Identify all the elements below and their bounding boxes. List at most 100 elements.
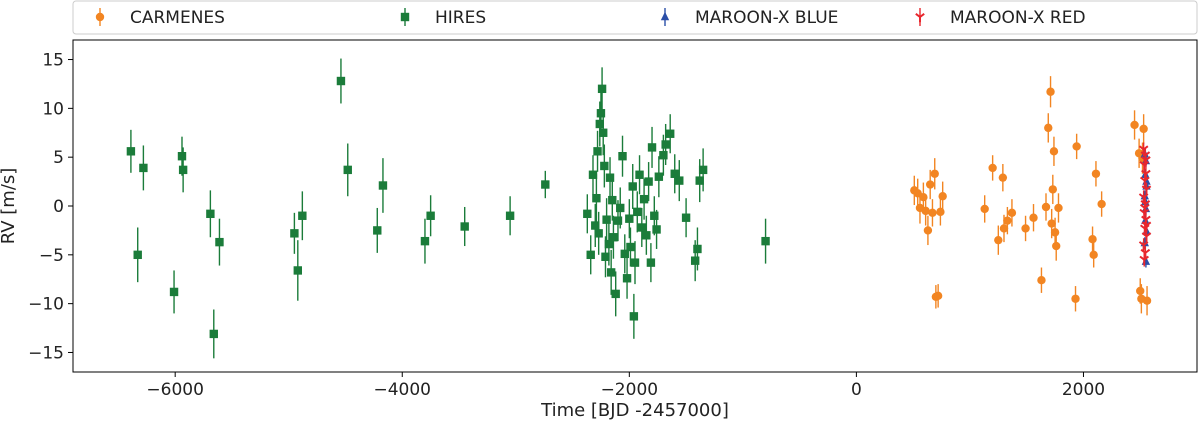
data-point-arm-right xyxy=(1145,232,1152,238)
data-point-arm-right xyxy=(1145,156,1151,161)
data-point xyxy=(646,258,656,267)
data-point xyxy=(1050,228,1060,237)
y-tick-label: 0 xyxy=(53,197,64,217)
data-point xyxy=(604,239,614,249)
data-point xyxy=(591,221,600,230)
data-point xyxy=(1139,203,1150,214)
data-point xyxy=(1052,241,1061,251)
data-point-arm-left xyxy=(1141,232,1148,238)
data-point xyxy=(1141,156,1151,166)
legend-marker xyxy=(95,12,105,22)
data-point xyxy=(1138,241,1149,251)
data-point xyxy=(938,192,947,201)
data-point xyxy=(659,151,668,160)
data-point xyxy=(178,165,188,175)
data-point xyxy=(1046,87,1055,96)
series-maroon-x-red xyxy=(1138,142,1152,267)
data-point xyxy=(298,211,307,220)
data-point xyxy=(988,163,997,173)
data-point xyxy=(695,176,704,185)
data-point-arm-left xyxy=(1139,160,1145,166)
data-point xyxy=(378,181,388,190)
data-point xyxy=(608,195,617,205)
data-point xyxy=(654,172,664,181)
data-point xyxy=(606,268,616,277)
y-tick-label: 15 xyxy=(42,51,64,71)
y-tick-label: −15 xyxy=(28,343,64,363)
data-point xyxy=(343,165,352,175)
data-point xyxy=(980,204,989,214)
data-point xyxy=(373,226,382,235)
data-point xyxy=(921,206,930,216)
data-point-arm-left xyxy=(1139,176,1146,182)
data-point xyxy=(1072,142,1081,151)
data-point-arm-left xyxy=(1138,145,1145,151)
data-point xyxy=(609,233,618,242)
data-point-arm-left xyxy=(1141,156,1147,161)
data-point xyxy=(1091,169,1101,178)
x-tick-label: 0 xyxy=(851,380,862,400)
x-axis-label: Time [BJD -2457000] xyxy=(540,400,729,421)
data-point xyxy=(928,208,937,218)
y-axis: −15 −10 −5 0 5 10 15 xyxy=(28,51,73,363)
plot-frame xyxy=(72,39,1198,373)
data-point xyxy=(593,147,602,156)
data-point xyxy=(923,226,933,235)
data-point xyxy=(1139,124,1148,134)
legend: CARMENES HIRES MAROON-X BLUE MAROON-X RED xyxy=(72,0,1198,35)
data-point xyxy=(647,143,657,152)
legend-marker-arm-right xyxy=(919,13,925,18)
data-point xyxy=(644,177,653,186)
data-point xyxy=(602,215,611,224)
data-point-arm-right xyxy=(1145,169,1151,175)
data-point xyxy=(1141,221,1152,231)
data-point xyxy=(652,225,661,234)
data-point xyxy=(1140,248,1151,259)
series-hires xyxy=(126,58,770,359)
data-point xyxy=(626,242,635,252)
legend-label: MAROON-X BLUE xyxy=(695,8,838,28)
y-tick-label: −10 xyxy=(28,295,64,315)
data-point xyxy=(930,169,939,178)
data-point xyxy=(1097,199,1106,209)
data-point xyxy=(290,229,299,238)
data-point xyxy=(625,214,634,223)
data-point xyxy=(1029,213,1038,222)
data-point-arm-right xyxy=(1144,248,1151,254)
data-point-arm-right xyxy=(1143,145,1149,151)
data-point xyxy=(622,274,632,283)
data-point xyxy=(594,229,603,238)
legend-marker xyxy=(400,12,410,22)
y-tick-label: 5 xyxy=(53,148,64,168)
data-point xyxy=(586,250,595,260)
x-axis: −6000 −4000 −2000 0 2000 xyxy=(146,372,1105,400)
data-point xyxy=(595,119,605,129)
data-point-arm-right xyxy=(1145,221,1152,227)
data-point-arm-right xyxy=(1144,203,1150,209)
data-point xyxy=(1003,216,1012,225)
data-point-arm-right xyxy=(1145,185,1152,191)
data-point xyxy=(661,140,670,149)
data-point xyxy=(1041,202,1051,212)
data-point xyxy=(998,173,1008,182)
data-point xyxy=(139,163,148,173)
legend-item: HIRES xyxy=(400,8,486,28)
data-point-arm-left xyxy=(1138,241,1145,246)
data-point xyxy=(1130,120,1139,130)
data-point xyxy=(596,109,606,118)
data-point xyxy=(1044,123,1053,133)
legend-item: MAROON-X BLUE xyxy=(660,8,838,28)
data-point xyxy=(681,213,691,222)
data-point xyxy=(690,256,700,265)
data-point xyxy=(133,250,142,260)
legend-frame xyxy=(72,0,1198,35)
data-point xyxy=(426,211,435,220)
legend-label: MAROON-X RED xyxy=(950,8,1086,28)
data-point xyxy=(933,291,943,301)
y-tick-label: 10 xyxy=(42,99,64,119)
data-point xyxy=(592,193,601,203)
data-point xyxy=(628,182,637,191)
data-point-arm-left xyxy=(1139,224,1146,230)
data-point xyxy=(215,237,224,247)
